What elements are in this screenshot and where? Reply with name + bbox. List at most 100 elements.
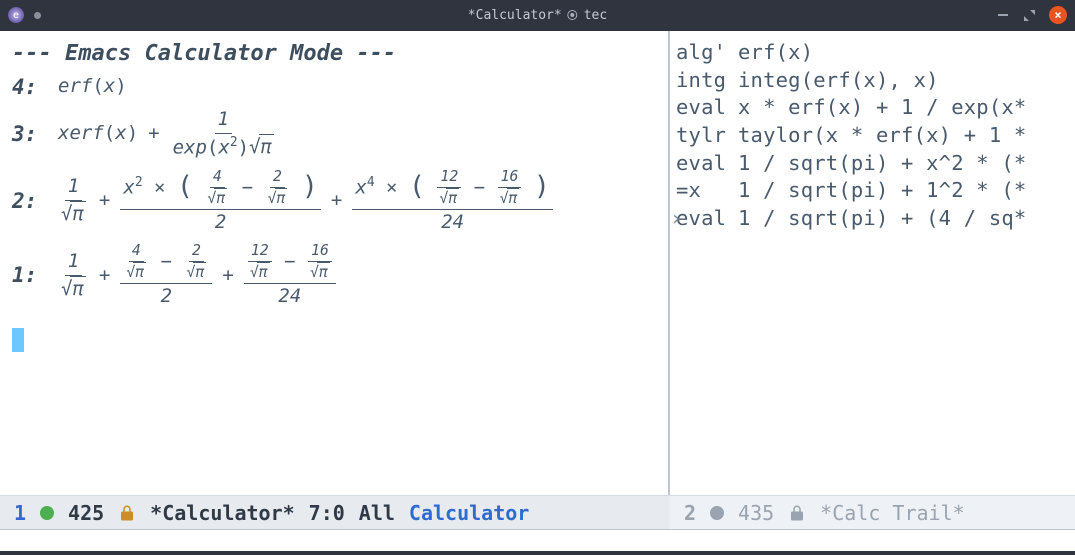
- stack-index: 1:: [12, 261, 40, 289]
- calc-stack-row: 1: 1π + 4π − 2π 2 +: [12, 241, 656, 310]
- trail-line: =x 1 / sqrt(pi) + 1^2 * (*: [676, 177, 1071, 205]
- calc-content[interactable]: --- Emacs Calculator Mode --- 4: erf(x) …: [0, 31, 668, 495]
- calc-stack-row: 4: erf(x): [12, 73, 656, 101]
- stack-expr: erf(x): [58, 74, 127, 100]
- fn-arg: x: [115, 122, 126, 144]
- pi: π: [275, 188, 288, 209]
- trail-current-marker-icon: ›: [670, 205, 683, 233]
- lock-icon: [788, 504, 806, 522]
- frac-num: 4: [129, 241, 144, 262]
- var-x: x: [123, 176, 134, 198]
- trail-body: 1 / sqrt(pi) + 1^2 * (*: [738, 177, 1026, 205]
- window-host: tec: [584, 8, 607, 23]
- stack-expr: 1 π + x2 × ( 4π − 2π ) 2: [58, 167, 553, 236]
- power: 2: [230, 135, 238, 150]
- calc-pane: --- Emacs Calculator Mode --- 4: erf(x) …: [0, 31, 670, 495]
- var-x: x: [355, 176, 366, 198]
- frac-num: 12: [248, 241, 272, 262]
- frac-num: 1: [65, 249, 82, 276]
- trail-tag: eval: [676, 94, 730, 122]
- close-button[interactable]: ×: [1049, 6, 1067, 24]
- text-cursor: [12, 328, 24, 352]
- fraction: 2π: [265, 167, 291, 209]
- pi: π: [507, 188, 520, 209]
- frac-num: 1: [215, 107, 232, 134]
- frac-num: 2: [189, 241, 204, 262]
- stack-index: 2:: [12, 187, 40, 215]
- calc-stack-row: 2: 1 π + x2 × ( 4π − 2π: [12, 167, 656, 236]
- minibuffer[interactable]: [0, 529, 1075, 551]
- power: 2: [135, 175, 143, 190]
- fraction: x2 × ( 4π − 2π ) 2: [120, 167, 321, 236]
- frac-den: 24: [438, 210, 467, 236]
- window-bottom-border: [0, 551, 1075, 555]
- buffer-size: 435: [738, 501, 774, 525]
- pi: π: [257, 262, 270, 283]
- pi: π: [446, 188, 459, 209]
- pi: π: [317, 262, 330, 283]
- fn-name: erf: [58, 75, 92, 97]
- pi: π: [133, 262, 146, 283]
- power: 4: [367, 175, 375, 190]
- trail-line: tylr taylor(x * erf(x) + 1 *: [676, 122, 1071, 150]
- frac-den: 2: [212, 210, 229, 236]
- trail-tag: eval: [676, 150, 730, 178]
- trail-tag: alg': [676, 39, 730, 67]
- pi: π: [193, 262, 206, 283]
- calc-stack-row: 3: xerf(x) + 1 exp(x2)π: [12, 107, 656, 161]
- pi: π: [214, 188, 227, 209]
- cursor-position: 7:0: [309, 501, 345, 525]
- fn-arg: x: [104, 75, 115, 97]
- fraction: 1 π: [58, 174, 89, 227]
- modeline-row: 1 425 *Calculator* 7:0 All Calculator 2 …: [0, 495, 1075, 529]
- trail-body: 1 / sqrt(pi) + x^2 * (*: [738, 150, 1026, 178]
- titlebar-left-group: e: [8, 7, 41, 23]
- calc-trail-content[interactable]: alg' erf(x) intginteg(erf(x), x) eval x * …: [670, 31, 1075, 495]
- window-number: 2: [684, 501, 696, 525]
- var-x: x: [218, 136, 229, 158]
- frac-den: 2: [158, 284, 175, 310]
- stack-index: 3:: [12, 120, 40, 148]
- trail-body: taylor(x * erf(x) + 1 *: [738, 122, 1026, 150]
- frac-num: 1: [65, 174, 82, 201]
- editor-main-split: --- Emacs Calculator Mode --- 4: erf(x) …: [0, 30, 1075, 495]
- stack-index: 4:: [12, 73, 40, 101]
- stack-expr: xerf(x) + 1 exp(x2)π: [58, 107, 277, 161]
- calc-trail-pane: alg' erf(x) intginteg(erf(x), x) eval x * …: [670, 31, 1075, 495]
- trail-body: 1 / sqrt(pi) + (4 / sq*: [738, 205, 1026, 233]
- pi: π: [70, 201, 85, 228]
- pi: π: [259, 134, 274, 161]
- emacs-icon: e: [8, 7, 24, 23]
- titlebar-window-controls: ×: [996, 6, 1067, 24]
- maximize-button[interactable]: [1024, 10, 1035, 21]
- window-titlebar: e *Calculator* tec ×: [0, 0, 1075, 30]
- trail-body: x * erf(x) + 1 / exp(x*: [738, 94, 1026, 122]
- window-number: 1: [14, 501, 26, 525]
- trail-tag: intg: [676, 67, 730, 95]
- lock-icon: [118, 504, 136, 522]
- frac-num: 4: [210, 167, 225, 188]
- trail-body: erf(x): [738, 39, 813, 67]
- buffer-name: *Calc Trail*: [820, 501, 965, 525]
- trail-line: intginteg(erf(x), x): [676, 67, 1071, 95]
- fn-name: exp: [173, 136, 207, 158]
- frac-num: 2: [270, 167, 285, 188]
- frac-num: 16: [498, 167, 522, 188]
- status-dot-icon: [710, 506, 724, 520]
- sqrt: π: [61, 201, 86, 228]
- modeline-inactive[interactable]: 2 435 *Calc Trail*: [670, 496, 1075, 529]
- modeline-active[interactable]: 1 425 *Calculator* 7:0 All Calculator: [0, 496, 670, 529]
- fraction: 4π: [204, 167, 230, 209]
- sqrt: π: [249, 134, 274, 161]
- scroll-indicator: All: [359, 501, 395, 525]
- major-mode: Calculator: [409, 501, 529, 525]
- buffer-name: *Calculator*: [150, 501, 295, 525]
- minimize-button[interactable]: [996, 8, 1010, 22]
- trail-tag: =x: [676, 177, 730, 205]
- trail-tag: tylr: [676, 122, 730, 150]
- frac-den: 24: [275, 284, 304, 310]
- stack-expr: 1π + 4π − 2π 2 + 12π −: [58, 241, 336, 310]
- titlebar-modified-dot-icon: [34, 12, 41, 19]
- status-dot-icon: [40, 506, 54, 520]
- var-x: x: [58, 122, 69, 144]
